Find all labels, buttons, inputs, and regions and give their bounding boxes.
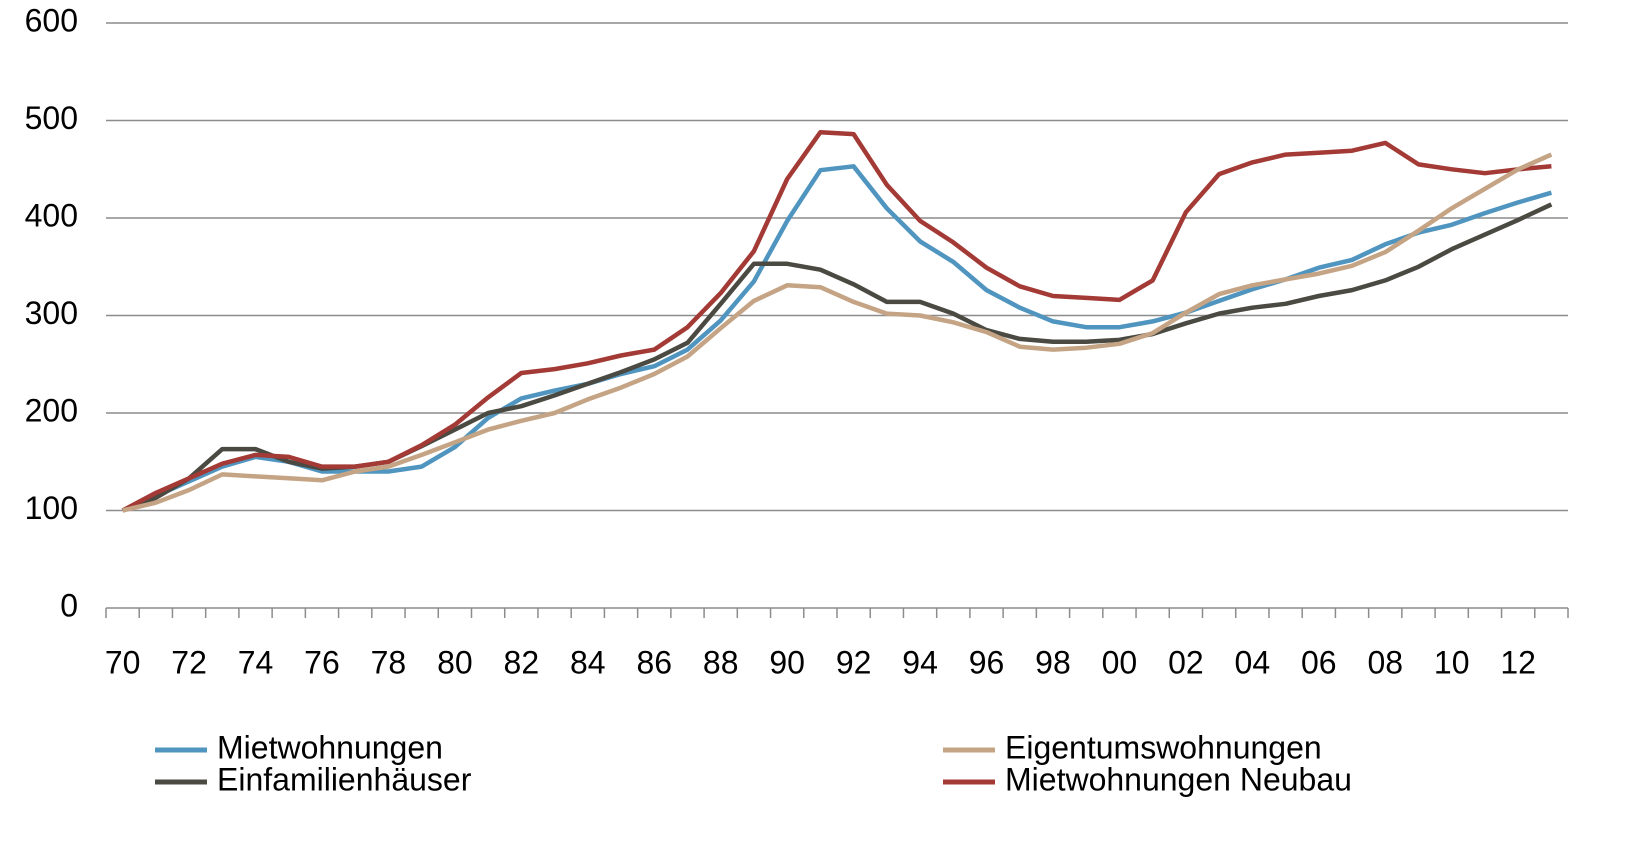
x-tick-label: 76: [304, 644, 340, 680]
legend-label: Mietwohnungen: [217, 729, 443, 765]
x-tick-label: 12: [1500, 644, 1536, 680]
x-tick-label: 70: [105, 644, 141, 680]
x-tick-label: 92: [836, 644, 872, 680]
x-tick-label: 10: [1434, 644, 1470, 680]
series-line: [122, 152, 1553, 513]
x-tick-label: 06: [1301, 644, 1337, 680]
y-tick-label: 600: [25, 2, 78, 38]
x-tick-label: 78: [371, 644, 407, 680]
legend-label: Einfamilienhäuser: [217, 761, 472, 797]
x-tick-label: 90: [769, 644, 805, 680]
y-tick-label: 300: [25, 295, 78, 331]
x-tick-label: 94: [902, 644, 938, 680]
y-tick-label: 0: [60, 587, 78, 623]
legend-label: Mietwohnungen Neubau: [1005, 761, 1352, 797]
x-tick-label: 00: [1102, 644, 1138, 680]
x-tick-label: 02: [1168, 644, 1204, 680]
x-tick-label: 72: [171, 644, 207, 680]
series-line: [121, 129, 1552, 513]
x-tick-label: 86: [636, 644, 672, 680]
x-tick-label: 82: [504, 644, 540, 680]
x-tick-label: 08: [1367, 644, 1403, 680]
y-tick-label: 100: [25, 490, 78, 526]
x-tick-label: 74: [238, 644, 274, 680]
y-tick-label: 400: [25, 197, 78, 233]
y-tick-label: 200: [25, 392, 78, 428]
x-tick-label: 96: [969, 644, 1005, 680]
x-tick-label: 04: [1235, 644, 1271, 680]
legend-label: Eigentumswohnungen: [1005, 729, 1322, 765]
x-tick-label: 84: [570, 644, 606, 680]
x-tick-label: 98: [1035, 644, 1071, 680]
x-tick-label: 80: [437, 644, 473, 680]
y-tick-label: 500: [25, 100, 78, 136]
x-tick-label: 88: [703, 644, 739, 680]
